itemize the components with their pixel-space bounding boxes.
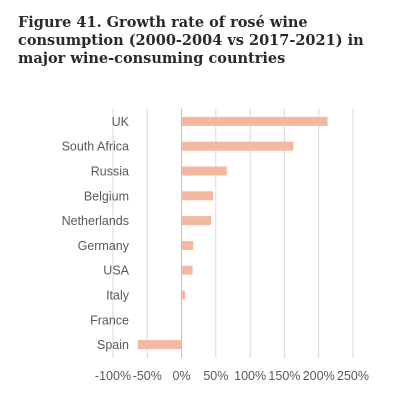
bar bbox=[181, 116, 328, 126]
x-tick-label: 200% bbox=[303, 369, 335, 383]
category-label: Belgium bbox=[84, 189, 129, 203]
bars bbox=[137, 116, 328, 350]
x-tick-label: 0% bbox=[173, 369, 191, 383]
bar bbox=[181, 216, 212, 226]
x-tick-label: -100% bbox=[95, 369, 131, 383]
category-label: France bbox=[90, 313, 129, 327]
category-label: Italy bbox=[106, 289, 130, 303]
x-tick-label: 250% bbox=[337, 369, 369, 383]
bar bbox=[181, 290, 185, 300]
category-label: UK bbox=[112, 115, 130, 129]
x-tick-label: 150% bbox=[268, 369, 300, 383]
bar bbox=[137, 340, 182, 350]
x-tick-labels: -100% -50% 0% 50% 100% 150% 200% 250% bbox=[95, 369, 369, 383]
chart-title: Figure 41. Growth rate of rosé wine cons… bbox=[18, 14, 364, 67]
category-label: Netherlands bbox=[62, 214, 129, 228]
x-tick-label: 100% bbox=[234, 369, 266, 383]
bar bbox=[181, 141, 294, 151]
category-label: USA bbox=[103, 264, 129, 278]
category-label: South Africa bbox=[62, 140, 129, 154]
x-tick-label: 50% bbox=[203, 369, 228, 383]
category-label: Spain bbox=[97, 338, 129, 352]
bar bbox=[181, 240, 194, 250]
bar bbox=[181, 191, 214, 201]
category-label: Russia bbox=[91, 165, 129, 179]
category-labels: UK South Africa Russia Belgium Netherlands Ge… bbox=[62, 115, 130, 352]
bar bbox=[181, 166, 227, 176]
bar bbox=[181, 265, 193, 275]
category-label: Germany bbox=[78, 239, 130, 253]
x-tick-label: -50% bbox=[133, 369, 162, 383]
